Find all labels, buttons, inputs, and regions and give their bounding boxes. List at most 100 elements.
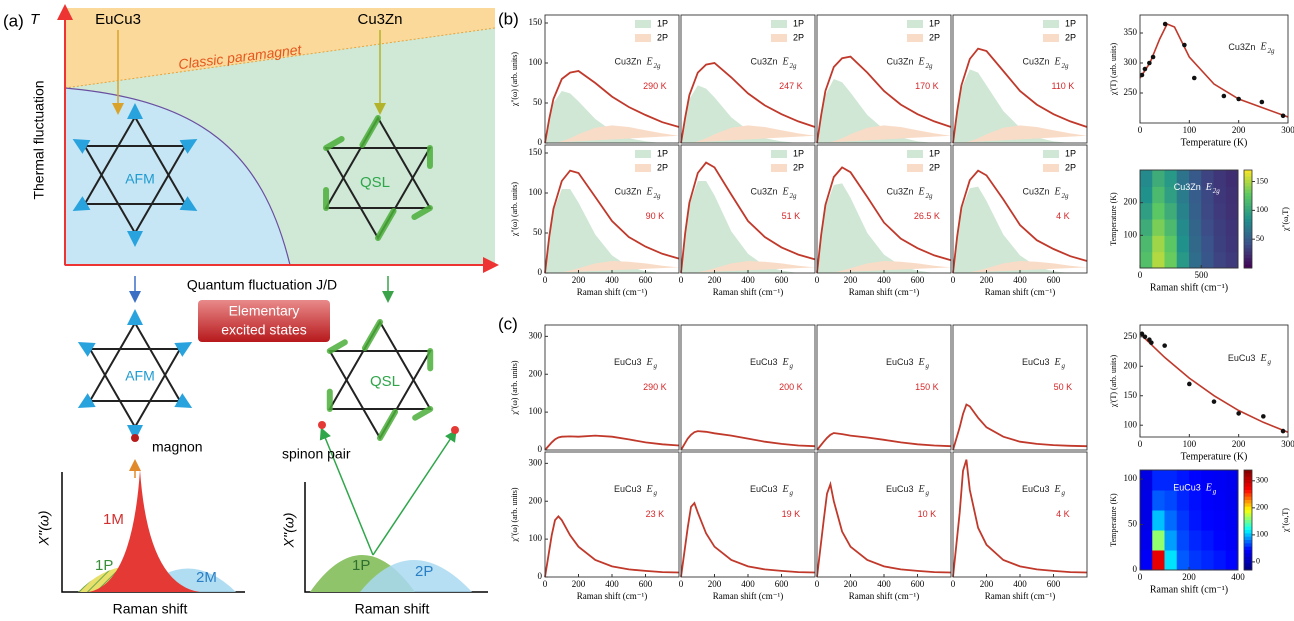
- material-label: Cu3Zn: [750, 57, 777, 67]
- colorbar-segment: [1244, 527, 1252, 531]
- x-tick-label: 200: [980, 579, 994, 589]
- x-tick-label: 400: [877, 579, 891, 589]
- colorbar-segment: [1244, 219, 1252, 223]
- y-tick-label: 350: [1124, 27, 1138, 37]
- heatmap-cell: [1140, 170, 1153, 187]
- heatmap-cell: [1140, 550, 1153, 571]
- colorbar-segment: [1244, 239, 1252, 243]
- mode-subscript: 2g: [653, 62, 661, 70]
- heatmap-cell: [1201, 510, 1214, 531]
- mode-label: E: [917, 57, 924, 68]
- colorbar-segment: [1244, 513, 1252, 517]
- data-point: [1182, 43, 1187, 48]
- y-tick-label: 200: [529, 495, 543, 505]
- mode-subscript: g: [925, 489, 929, 497]
- colorbar-segment: [1244, 493, 1252, 497]
- heatmap-cell: [1214, 510, 1227, 531]
- chart: 50100150χ''(ω,T)Cu3ZnE2g1002000500Raman …: [1109, 170, 1290, 293]
- mode-subscript: g: [1267, 358, 1271, 366]
- x-axis-label: Raman shift (cm⁻¹): [577, 591, 647, 601]
- heatmap-cell: [1226, 235, 1239, 252]
- heatmap-cell: [1226, 530, 1239, 551]
- heatmap-cell: [1201, 550, 1214, 571]
- mode-subscript: g: [1061, 489, 1065, 497]
- colorbar-segment: [1244, 212, 1252, 216]
- temperature-label: 90 K: [646, 211, 665, 221]
- colorbar-segment: [1244, 193, 1252, 197]
- colorbar-segment: [1244, 170, 1252, 174]
- heatmap-cell: [1177, 510, 1190, 531]
- legend-label: 2P: [1065, 162, 1076, 172]
- heatmap-cell: [1189, 550, 1202, 571]
- material-label: Cu3Zn: [614, 57, 641, 67]
- chart: 1P2PCu3ZnE2g26.5 K0200400600Raman shift …: [815, 145, 951, 297]
- colorbar-label: χ''(ω,T): [1281, 508, 1290, 533]
- colorbar-tick-label: 200: [1256, 503, 1268, 512]
- y-tick-label: 300: [529, 457, 543, 467]
- box-text: excited states: [221, 322, 307, 338]
- phase-label: QSL: [360, 174, 390, 191]
- colorbar-segment: [1244, 248, 1252, 252]
- temperature-label: 170 K: [915, 81, 939, 91]
- data-point: [1260, 100, 1265, 105]
- colorbar-segment: [1244, 258, 1252, 262]
- axis-label: T: [30, 11, 41, 28]
- x-tick-label: 300: [1281, 125, 1294, 135]
- x-axis-label: Raman shift (cm⁻¹): [1150, 584, 1228, 595]
- temperature-label: 200 K: [779, 382, 803, 392]
- colorbar-segment: [1244, 537, 1252, 541]
- temperature-label: 150 K: [915, 382, 939, 392]
- colorbar-tick-label: 0: [1256, 557, 1260, 566]
- mode-label: E: [1259, 42, 1266, 53]
- colorbar-segment: [1244, 547, 1252, 551]
- chart: 1P2PCu3ZnE2g290 K050100150χ''(ω) (arb. u…: [510, 15, 679, 147]
- heatmap-cell: [1152, 219, 1165, 236]
- box-text: Elementary: [229, 303, 300, 319]
- mode-subscript: 2g: [653, 192, 661, 200]
- arrow: [373, 432, 455, 555]
- colorbar-segment: [1244, 183, 1252, 187]
- mode-subscript: g: [1061, 362, 1065, 370]
- legend-swatch: [1043, 150, 1059, 158]
- y-tick-label: 150: [1124, 390, 1138, 400]
- x-tick-label: 600: [1047, 579, 1061, 589]
- peak-label: 1P: [95, 557, 113, 574]
- legend-label: 2P: [657, 162, 668, 172]
- colorbar-segment: [1244, 510, 1252, 514]
- y-axis-label: χ''(ω) (arb. units): [510, 182, 519, 237]
- temperature-label: 290 K: [643, 382, 667, 392]
- heatmap-cell: [1226, 219, 1239, 236]
- phase-label: QSL: [370, 373, 400, 390]
- y-tick-label: 250: [1124, 331, 1138, 341]
- data-point: [1261, 414, 1266, 419]
- y-axis-label: χ'(T) (arb. units): [1109, 43, 1118, 97]
- temperature-label: 23 K: [646, 509, 665, 519]
- heatmap-cell: [1165, 490, 1178, 511]
- x-tick-label: 400: [741, 275, 755, 285]
- heatmap-cell: [1226, 470, 1239, 491]
- colorbar-segment: [1244, 199, 1252, 203]
- heatmap-cell: [1152, 510, 1165, 531]
- spin-arrow: [180, 401, 189, 406]
- mode-label: E: [917, 187, 924, 198]
- heatmap-cell: [1214, 235, 1227, 252]
- plot-frame: [1140, 15, 1288, 123]
- data-point: [1281, 114, 1286, 119]
- colorbar-segment: [1244, 490, 1252, 494]
- material-label: EuCu3: [750, 484, 778, 494]
- mode-label: E: [917, 357, 924, 368]
- y-axis-label: χ''(ω) (arb. units): [510, 487, 519, 542]
- temperature-label: 26.5 K: [914, 211, 940, 221]
- y-axis-label: χ''(ω) (arb. units): [510, 52, 519, 107]
- y-tick-label: 150: [529, 147, 543, 157]
- colorbar-segment: [1244, 173, 1252, 177]
- spin-arrow: [81, 401, 90, 406]
- x-tick-label: 200: [708, 579, 722, 589]
- heatmap-cell: [1189, 252, 1202, 269]
- colorbar-segment: [1244, 186, 1252, 190]
- heatmap-cell: [1165, 530, 1178, 551]
- legend-swatch: [635, 164, 651, 172]
- sketch-xlabel: Raman shift: [113, 601, 188, 617]
- spinon-mark: [318, 421, 326, 429]
- x-tick-label: 600: [639, 275, 653, 285]
